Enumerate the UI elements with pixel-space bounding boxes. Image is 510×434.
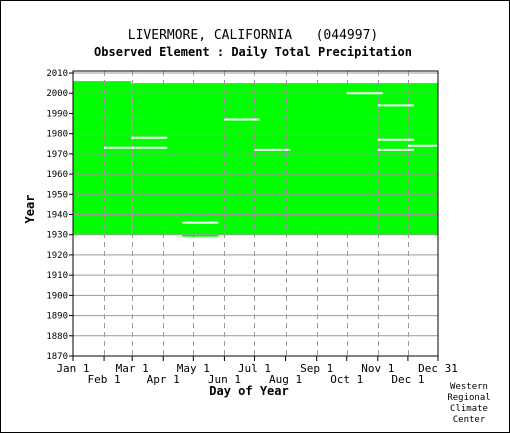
y-tick-label: 1960 <box>46 170 68 180</box>
x-tick-label: Mar 1 <box>116 362 149 375</box>
data-coverage-block <box>73 81 132 235</box>
y-tick-label: 1940 <box>46 211 68 221</box>
y-tick-label: 1870 <box>46 352 68 362</box>
logo-line-4: Center <box>452 415 486 425</box>
y-tick-label: 1970 <box>46 150 68 160</box>
y-tick-label: 1890 <box>46 312 68 322</box>
x-tick-label: Jul 1 <box>238 362 271 375</box>
y-tick-label: 1900 <box>46 291 68 301</box>
plot-border <box>72 70 439 357</box>
y-tick-label: 1930 <box>46 231 68 241</box>
x-tick-label: May 1 <box>177 362 210 375</box>
y-tick-label: 1920 <box>46 251 68 261</box>
data-coverage-block <box>131 83 438 235</box>
y-tick-label: 2010 <box>46 69 68 79</box>
x-tick-label: Nov 1 <box>361 362 394 375</box>
chart-title: LIVERMORE, CALIFORNIA (044997) <box>128 28 378 43</box>
data-coverage-layer <box>73 81 438 237</box>
grid-layer <box>73 71 438 357</box>
x-tick-label: Dec 1 <box>391 373 424 386</box>
wrcc-logo-text: Western Regional Climate Center <box>439 382 499 426</box>
x-axis-label: Day of Year <box>209 384 288 398</box>
data-coverage-block <box>182 234 219 237</box>
axis-layer: 1870 1880 1890 1900 1910 1920 1930 1940 1950 1960… <box>46 69 458 386</box>
y-tick-label: 1880 <box>46 332 68 342</box>
x-tick-label: Jan 1 <box>56 362 89 375</box>
x-tick-label: Feb 1 <box>88 373 121 386</box>
x-tick-label: Sep 1 <box>300 362 333 375</box>
chart-subtitle: Observed Element : Daily Total Precipita… <box>94 45 412 59</box>
missing-data-layer <box>104 92 438 224</box>
y-tick-label: 1990 <box>46 109 68 119</box>
logo-line-2: Regional <box>447 393 491 403</box>
logo-line-3: Climate <box>450 404 488 414</box>
x-tick-label: Dec 31 <box>418 362 458 375</box>
x-tick-label: Aug 1 <box>269 373 302 386</box>
y-tick-label: 2000 <box>46 89 68 99</box>
logo-line-1: Western <box>450 382 488 392</box>
x-tick-label: Apr 1 <box>147 373 180 386</box>
y-tick-label: 1980 <box>46 130 68 140</box>
y-axis-label: Year <box>23 195 37 224</box>
y-tick-label: 1950 <box>46 190 68 200</box>
x-tick-label: Jun 1 <box>208 373 241 386</box>
y-tick-label: 1910 <box>46 271 68 281</box>
x-tick-label: Oct 1 <box>330 373 363 386</box>
